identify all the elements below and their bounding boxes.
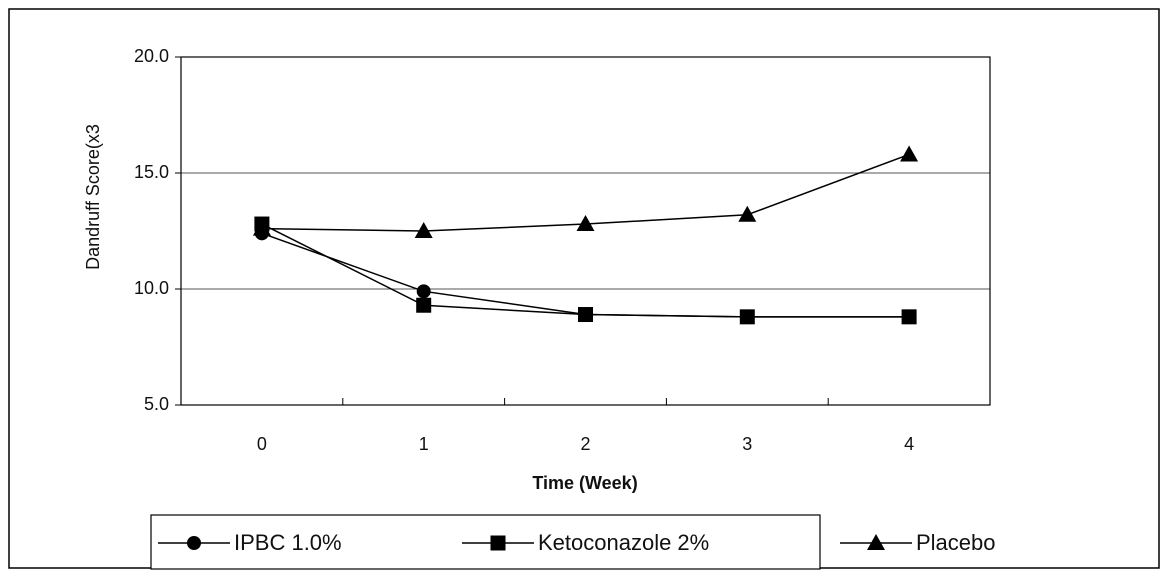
y-tick-label: 15.0 xyxy=(134,162,169,182)
point xyxy=(416,297,432,313)
y-axis-title: Dandruff Score(x3 xyxy=(83,124,103,270)
point xyxy=(739,309,755,325)
x-tick-label: 1 xyxy=(419,434,429,454)
y-tick-label: 5.0 xyxy=(144,394,169,414)
y-tick-label: 20.0 xyxy=(134,46,169,66)
plot-frame xyxy=(180,56,991,406)
x-axis-title: Time (Week) xyxy=(532,473,637,493)
x-tick-label: 0 xyxy=(257,434,267,454)
y-tick-label: 10.0 xyxy=(134,278,169,298)
legend-box xyxy=(150,514,821,570)
x-tick-label: 3 xyxy=(742,434,752,454)
legend-label: Placebo xyxy=(916,530,996,555)
point xyxy=(414,222,433,238)
point xyxy=(252,219,271,236)
series-line xyxy=(261,232,910,318)
point xyxy=(867,534,885,550)
series-line xyxy=(261,223,910,318)
point xyxy=(738,205,757,222)
x-tick-label: 4 xyxy=(904,434,914,454)
point xyxy=(901,309,917,325)
legend-label: IPBC 1.0% xyxy=(234,530,342,555)
point xyxy=(576,215,595,232)
legend-label: Ketoconazole 2% xyxy=(538,530,709,555)
x-tick-label: 2 xyxy=(580,434,590,454)
point xyxy=(490,535,506,551)
point xyxy=(578,307,593,323)
point xyxy=(900,145,919,162)
point xyxy=(187,536,201,550)
point xyxy=(416,284,431,299)
